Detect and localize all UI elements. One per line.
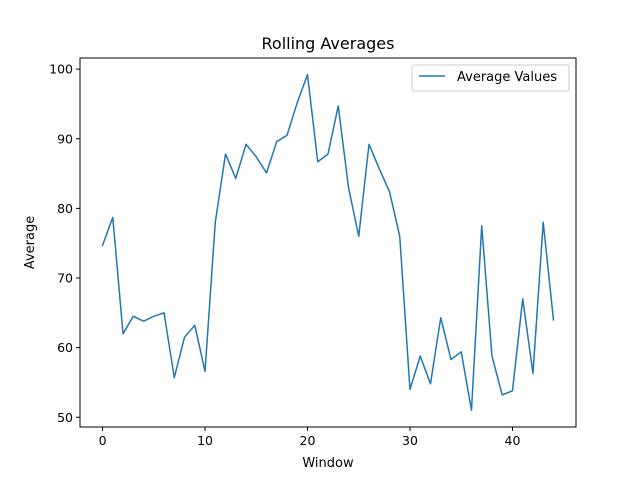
- y-tick-label: 100: [49, 62, 73, 77]
- x-tick-label: 40: [505, 433, 521, 448]
- x-tick-label: 30: [402, 433, 418, 448]
- axes-frame: [79, 57, 577, 428]
- series-line: [101, 73, 555, 412]
- y-tick-label: 50: [57, 410, 73, 425]
- legend-entry-label: Average Values: [457, 70, 557, 85]
- legend-box: [411, 64, 570, 92]
- chart-title: Rolling Averages: [262, 34, 395, 53]
- y-axis-label: Average: [23, 216, 38, 269]
- x-tick-label: 0: [99, 433, 107, 448]
- y-tick-label: 90: [57, 131, 73, 146]
- plot-area: 0 10 20 30 40 50 60 70 80 90 100: [49, 62, 555, 448]
- x-tick-label: 10: [197, 433, 213, 448]
- x-tick-label: 20: [300, 433, 316, 448]
- x-axis-label: Window: [302, 456, 354, 471]
- y-tick-label: 80: [57, 201, 73, 216]
- legend: Average Values: [411, 64, 570, 92]
- y-tick-label: 60: [57, 340, 73, 355]
- y-tick-label: 70: [57, 271, 73, 286]
